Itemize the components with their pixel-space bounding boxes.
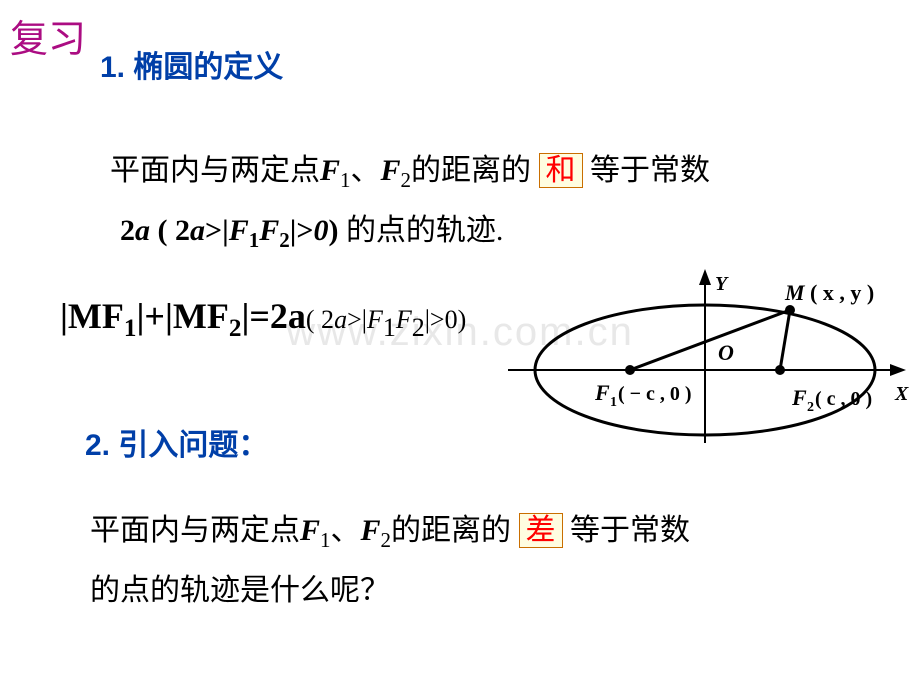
- text: 的距离的: [411, 154, 531, 187]
- gt: >|: [347, 305, 367, 334]
- text: 平面内与两定点: [110, 154, 320, 187]
- q-line2: 的点的轨迹是什么呢？: [90, 565, 390, 609]
- m-coord: ( x , y ): [810, 280, 874, 305]
- sep: 、: [331, 514, 361, 547]
- text: 的点的轨迹.: [346, 214, 504, 247]
- f2-coord: ( c , 0 ): [815, 388, 872, 410]
- sub1: 1: [249, 228, 260, 252]
- F1-sub: 1: [340, 168, 351, 192]
- item1-heading: 1. 椭圆的定义: [100, 42, 283, 86]
- end: |>0): [425, 305, 467, 334]
- highlight-cha: 差: [519, 513, 563, 548]
- highlight-he: 和: [539, 153, 583, 188]
- f1-coord: ( − c , 0 ): [618, 383, 692, 405]
- item2-heading: 2. 引入问题：: [85, 420, 268, 464]
- text: 2a ( 2a>|F: [120, 214, 249, 247]
- def-line2: 2a ( 2a>|F1F2|>0) 的点的轨迹.: [120, 205, 503, 253]
- text: 等于常数: [590, 154, 710, 187]
- origin-label: O: [718, 340, 734, 365]
- main-formula: |MF1|+|MF2|=2a( 2a>|F1F2|>0): [60, 295, 466, 343]
- F1: F: [367, 305, 383, 334]
- sub2: 2: [279, 228, 290, 252]
- s1: 1: [383, 313, 396, 342]
- q-line1: 平面内与两定点F1、F2的距离的 差 等于常数: [90, 505, 690, 553]
- text: 平面内与两定点: [90, 514, 300, 547]
- f1-label: F: [594, 380, 610, 405]
- y-label: Y: [715, 273, 729, 295]
- formula-body: |MF1|+|MF2|=2a: [60, 296, 306, 336]
- review-title: 复习: [10, 8, 86, 63]
- x-label: X: [894, 383, 909, 405]
- ellipse-svg: Y X O M ( x , y ) F 1 ( − c , 0 ) F 2 ( …: [500, 265, 910, 465]
- text: |>0): [290, 214, 339, 247]
- F: F: [259, 214, 279, 247]
- a: a: [334, 305, 347, 334]
- f2-sub: 2: [807, 400, 814, 415]
- line-f2-m: [780, 310, 790, 370]
- F2: F: [396, 305, 412, 334]
- F1: F: [320, 154, 340, 187]
- text: 的距离的: [391, 514, 511, 547]
- f2-label: F: [791, 385, 807, 410]
- paren: ( 2: [306, 305, 334, 334]
- F1-sub: 1: [320, 528, 331, 552]
- F2: F: [361, 514, 381, 547]
- ellipse-figure: Y X O M ( x , y ) F 1 ( − c , 0 ) F 2 ( …: [500, 265, 910, 470]
- text: 等于常数: [570, 514, 690, 547]
- F2: F: [381, 154, 401, 187]
- f1-sub: 1: [610, 395, 617, 410]
- s2: 2: [412, 313, 425, 342]
- def-line1: 平面内与两定点F1、F2的距离的 和 等于常数: [110, 145, 710, 193]
- F1: F: [300, 514, 320, 547]
- sep: 、: [351, 154, 381, 187]
- F2-sub: 2: [401, 168, 412, 192]
- line-f1-m: [630, 310, 790, 370]
- F2-sub: 2: [381, 528, 392, 552]
- m-label: M: [784, 280, 806, 305]
